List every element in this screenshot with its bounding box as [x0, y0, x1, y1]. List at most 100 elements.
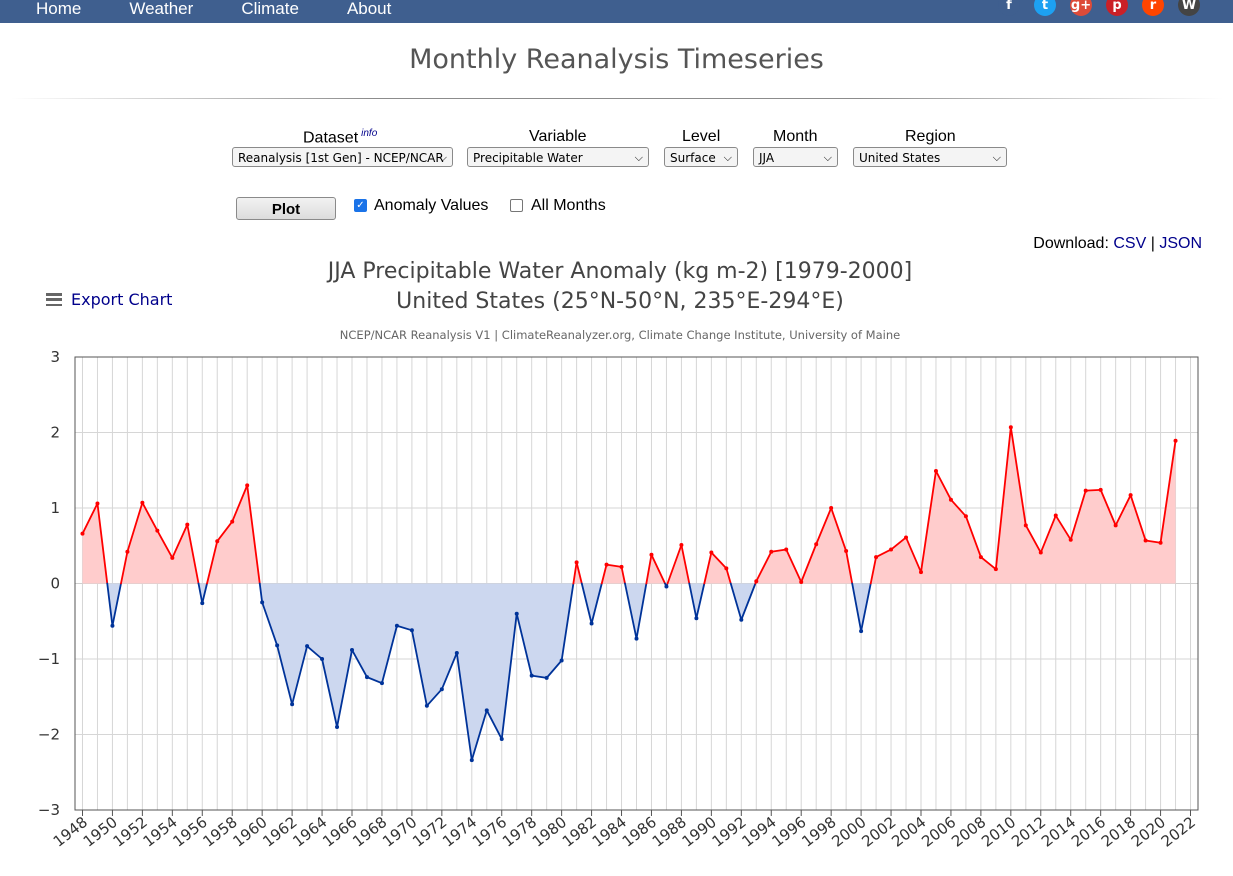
data-point[interactable]: [754, 579, 759, 584]
data-point[interactable]: [844, 549, 849, 554]
data-point[interactable]: [814, 542, 819, 547]
data-point[interactable]: [829, 506, 834, 510]
data-point[interactable]: [469, 758, 474, 763]
data-point[interactable]: [514, 611, 519, 616]
data-point[interactable]: [1158, 540, 1163, 545]
download-json-link[interactable]: JSON: [1159, 235, 1202, 252]
data-point[interactable]: [335, 724, 340, 729]
data-point[interactable]: [1098, 487, 1103, 492]
export-chart-menu[interactable]: Export Chart: [46, 290, 172, 309]
data-point[interactable]: [1113, 523, 1118, 528]
data-point[interactable]: [589, 621, 594, 626]
download-csv-link[interactable]: CSV: [1113, 235, 1147, 252]
reddit-icon[interactable]: r: [1142, 0, 1164, 16]
data-point[interactable]: [664, 584, 669, 589]
plot-button[interactable]: Plot: [236, 197, 336, 220]
series-line-segment: [1069, 489, 1087, 541]
data-point[interactable]: [904, 535, 909, 540]
data-point[interactable]: [260, 600, 265, 605]
data-point[interactable]: [694, 616, 699, 621]
nav-link-home[interactable]: Home: [36, 0, 82, 18]
data-point[interactable]: [1068, 537, 1073, 542]
nav-link-about[interactable]: About: [346, 0, 392, 18]
data-point[interactable]: [769, 549, 774, 554]
series-line-segment: [111, 582, 122, 627]
data-point[interactable]: [95, 501, 100, 506]
google-plus-icon[interactable]: g+: [1070, 0, 1092, 16]
nav-link-climate[interactable]: Climate: [241, 0, 299, 18]
twitter-icon[interactable]: t: [1034, 0, 1056, 16]
data-point[interactable]: [1128, 493, 1133, 498]
data-point[interactable]: [709, 550, 714, 555]
series-line-segment: [81, 502, 99, 535]
data-point[interactable]: [604, 562, 609, 567]
region-select[interactable]: United States ⌵: [853, 147, 1007, 167]
data-point[interactable]: [364, 675, 369, 680]
dataset-select[interactable]: Reanalysis [1st Gen] - NCEP/NCAR ⌵: [232, 147, 453, 167]
data-point[interactable]: [1173, 438, 1178, 443]
data-point[interactable]: [350, 647, 355, 652]
data-point[interactable]: [1023, 523, 1028, 528]
data-point[interactable]: [529, 673, 534, 678]
wordpress-icon[interactable]: W: [1178, 0, 1200, 16]
data-point[interactable]: [1008, 425, 1013, 430]
data-point[interactable]: [484, 708, 489, 713]
data-point[interactable]: [874, 555, 879, 560]
data-point[interactable]: [379, 681, 384, 686]
data-point[interactable]: [185, 522, 190, 527]
data-point[interactable]: [499, 737, 504, 742]
data-point[interactable]: [424, 703, 429, 708]
pinterest-icon[interactable]: p: [1106, 0, 1128, 16]
data-point[interactable]: [933, 469, 938, 474]
level-select[interactable]: Surface ⌵: [664, 147, 738, 167]
data-point[interactable]: [724, 566, 729, 571]
data-point[interactable]: [409, 628, 414, 633]
series-line-segment: [485, 709, 503, 740]
nav-link-weather[interactable]: Weather: [129, 0, 194, 18]
data-point[interactable]: [978, 555, 983, 560]
data-point[interactable]: [245, 483, 250, 488]
data-point[interactable]: [1053, 513, 1058, 518]
data-point[interactable]: [230, 519, 235, 524]
data-point[interactable]: [275, 643, 280, 648]
data-point[interactable]: [559, 658, 564, 663]
data-point[interactable]: [649, 552, 654, 557]
data-point[interactable]: [170, 555, 175, 560]
data-point[interactable]: [454, 650, 459, 655]
data-point[interactable]: [439, 687, 444, 692]
data-point[interactable]: [859, 629, 864, 634]
data-point[interactable]: [305, 644, 310, 649]
data-point[interactable]: [948, 497, 953, 502]
data-point[interactable]: [1143, 538, 1148, 543]
data-point[interactable]: [155, 528, 160, 533]
data-point[interactable]: [320, 657, 325, 661]
data-point[interactable]: [290, 702, 295, 707]
data-point[interactable]: [1038, 550, 1043, 555]
data-point[interactable]: [215, 539, 220, 544]
data-point[interactable]: [140, 500, 145, 505]
data-point[interactable]: [619, 564, 624, 569]
data-point[interactable]: [1083, 488, 1088, 493]
data-point[interactable]: [889, 547, 894, 552]
data-point[interactable]: [574, 560, 579, 565]
data-point[interactable]: [679, 542, 684, 547]
data-point[interactable]: [80, 531, 85, 536]
facebook-icon[interactable]: f: [998, 0, 1020, 16]
data-point[interactable]: [799, 579, 804, 584]
month-select[interactable]: JJA ⌵: [753, 147, 838, 167]
data-point[interactable]: [200, 601, 205, 606]
dataset-info-link[interactable]: info: [361, 128, 378, 139]
data-point[interactable]: [918, 570, 923, 575]
data-point[interactable]: [739, 617, 744, 622]
data-point[interactable]: [784, 547, 789, 552]
all-months-checkbox[interactable]: [510, 199, 523, 212]
data-point[interactable]: [993, 567, 998, 572]
data-point[interactable]: [125, 549, 130, 554]
data-point[interactable]: [110, 623, 115, 628]
data-point[interactable]: [544, 675, 549, 680]
variable-select[interactable]: Precipitable Water ⌵: [467, 147, 649, 167]
data-point[interactable]: [963, 514, 968, 519]
data-point[interactable]: [634, 636, 639, 641]
data-point[interactable]: [394, 623, 399, 628]
anomaly-checkbox[interactable]: ✓: [354, 199, 367, 212]
